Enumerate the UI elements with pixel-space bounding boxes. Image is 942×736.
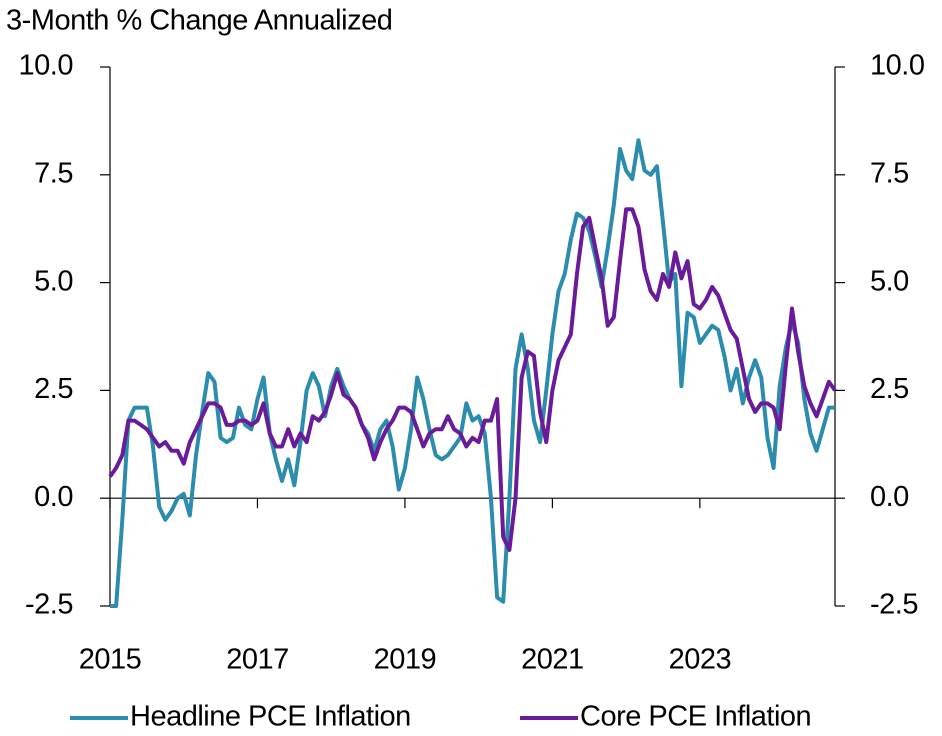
x-tick-label: 2021: [521, 644, 584, 676]
y-tick-label: 10.0: [19, 50, 73, 82]
y-tick-label: 0.0: [34, 481, 73, 513]
y2-tick-label: 0.0: [870, 481, 909, 513]
x-tick-label: 2015: [79, 644, 142, 676]
chart-title: 3-Month % Change Annualized: [6, 5, 392, 37]
legend-label: Core PCE Inflation: [580, 701, 811, 733]
y2-tick-label: 10.0: [870, 50, 924, 82]
y-tick-label: -2.5: [25, 589, 73, 621]
y-tick-label: 7.5: [34, 157, 73, 189]
x-tick-label: 2019: [374, 644, 437, 676]
x-tick-label: 2017: [226, 644, 289, 676]
y-tick-label: 5.0: [34, 265, 73, 297]
y-tick-label: 2.5: [34, 373, 73, 405]
line-series: [110, 138, 835, 608]
legend-label: Headline PCE Inflation: [130, 701, 411, 733]
y2-tick-label: 2.5: [870, 373, 909, 405]
x-tick-label: 2023: [669, 644, 732, 676]
y2-tick-label: 5.0: [870, 265, 909, 297]
line-series: [108, 207, 837, 552]
y2-tick-label: 7.5: [870, 157, 909, 189]
y2-tick-label: -2.5: [870, 589, 918, 621]
